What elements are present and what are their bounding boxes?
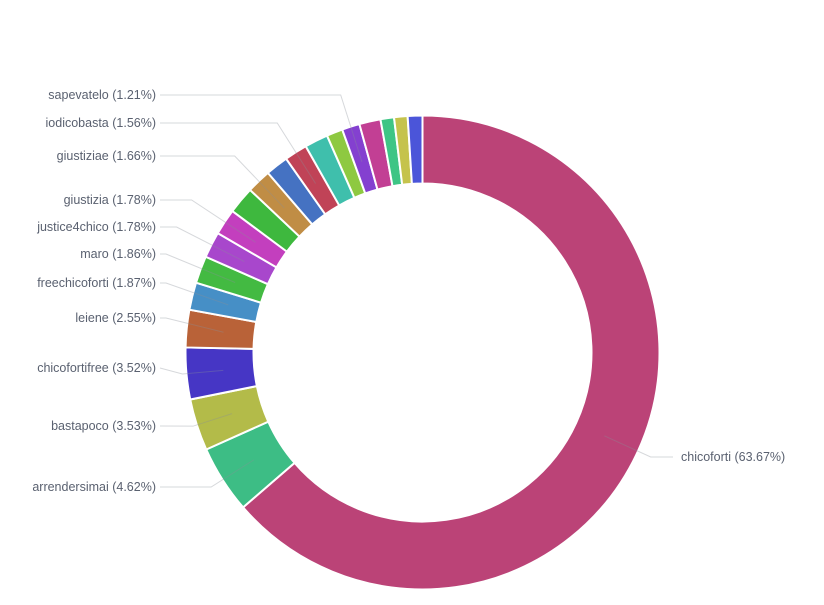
- slice-label-giustiziae: giustiziae (1.66%): [57, 149, 156, 163]
- slice-label-chicofortifree: chicofortifree (3.52%): [37, 361, 156, 375]
- slice-label-bastapoco: bastapoco (3.53%): [51, 419, 156, 433]
- leader-line-leiene: [160, 317, 224, 333]
- leader-line-maro: [160, 253, 236, 283]
- leader-line-chicofortifree: [159, 367, 224, 375]
- slice-label-chicoforti: chicoforti (63.67%): [681, 450, 785, 464]
- leader-line-sapevatelo: [160, 94, 363, 163]
- slice-label-justice4chico: justice4chico (1.78%): [36, 220, 156, 234]
- slice-label-sapevatelo: sapevatelo (1.21%): [48, 88, 156, 102]
- slice-label-maro: maro (1.86%): [80, 247, 156, 261]
- slice-label-freechicoforti: freechicoforti (1.87%): [37, 276, 156, 290]
- leader-line-arrendersimai: [160, 459, 255, 488]
- pie-slice-chicoforti[interactable]: [241, 114, 661, 591]
- leader-line-iodicobasta: [160, 122, 316, 184]
- leader-line-chicoforti: [604, 435, 673, 458]
- leader-line-justice4chico: [160, 226, 245, 263]
- pie-slice-unlabeled-8[interactable]: [406, 114, 424, 185]
- slice-label-leiene: leiene (2.55%): [75, 311, 156, 325]
- slice-label-giustizia: giustizia (1.78%): [64, 193, 156, 207]
- slice-label-iodicobasta: iodicobasta (1.56%): [46, 116, 156, 130]
- leader-line-giustiziae: [160, 155, 285, 209]
- leader-line-bastapoco: [159, 413, 233, 427]
- leader-line-giustizia: [160, 199, 256, 243]
- leader-line-freechicoforti: [160, 282, 229, 306]
- slice-label-arrendersimai: arrendersimai (4.62%): [32, 480, 156, 494]
